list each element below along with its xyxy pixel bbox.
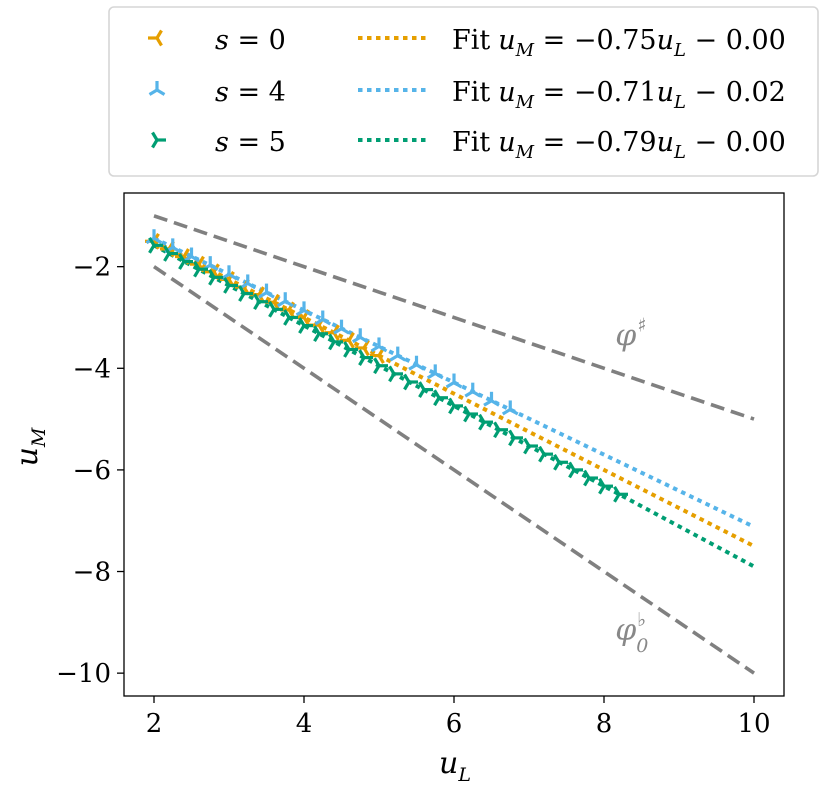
data-point bbox=[295, 301, 313, 317]
data-point bbox=[388, 365, 403, 383]
data-point bbox=[163, 245, 178, 262]
x-tick-label: 2 bbox=[146, 709, 163, 739]
data-point bbox=[433, 389, 448, 407]
y-tick-label: −2 bbox=[73, 253, 111, 283]
fit-line-s5 bbox=[153, 243, 755, 569]
data-point bbox=[358, 349, 373, 366]
reference-line-phi-sharp bbox=[153, 214, 755, 421]
data-point bbox=[373, 357, 388, 375]
data-point bbox=[239, 274, 257, 290]
data-point bbox=[493, 421, 508, 439]
legend-marker bbox=[148, 81, 166, 96]
legend-marker bbox=[151, 131, 166, 149]
data-point bbox=[258, 283, 275, 299]
legend-fit-label: Fit uM = −0.79uL − 0.00 bbox=[452, 127, 786, 163]
x-tick-label: 8 bbox=[596, 709, 613, 739]
plot-area: φ♯ φ♭ 0 2 4 6 8 10 −2 −4 −6 −8 −10 bbox=[56, 192, 785, 739]
data-point bbox=[448, 397, 463, 415]
legend-label: s = 4 bbox=[215, 77, 286, 108]
legend-frame bbox=[108, 6, 819, 177]
series-s4 bbox=[145, 229, 519, 416]
y-tick-label: −8 bbox=[73, 558, 111, 588]
data-point bbox=[313, 325, 328, 343]
legend-item-s0: s = 0 Fit uM = −0.75uL − 0.00 bbox=[148, 25, 786, 61]
y-tick-label: −6 bbox=[73, 456, 111, 486]
data-point bbox=[208, 269, 223, 286]
y-tick-label: −10 bbox=[56, 659, 111, 689]
data-point bbox=[426, 364, 444, 380]
data-point bbox=[418, 381, 433, 398]
fit-line-s0 bbox=[153, 239, 755, 548]
data-point bbox=[178, 253, 193, 270]
data-point bbox=[389, 346, 407, 362]
data-point bbox=[403, 373, 418, 391]
data-point bbox=[193, 260, 208, 278]
data-point bbox=[351, 328, 369, 344]
data-point bbox=[613, 485, 628, 503]
data-point bbox=[283, 309, 298, 326]
reference-line-phi-flat bbox=[152, 265, 756, 675]
data-point bbox=[508, 429, 523, 447]
data-point bbox=[598, 477, 613, 495]
data-point bbox=[568, 461, 583, 479]
legend-item-s5: s = 5 Fit uM = −0.79uL − 0.00 bbox=[151, 127, 786, 163]
data-point bbox=[445, 373, 463, 389]
data-point bbox=[501, 400, 519, 416]
data-point bbox=[314, 310, 332, 326]
x-tick-label: 10 bbox=[737, 709, 770, 739]
legend-label: s = 0 bbox=[215, 25, 286, 56]
data-point bbox=[463, 405, 478, 423]
legend-marker bbox=[148, 29, 163, 47]
data-point bbox=[553, 453, 568, 471]
axes-frame bbox=[123, 192, 785, 697]
data-point bbox=[523, 437, 538, 455]
data-point bbox=[478, 413, 493, 431]
data-point bbox=[148, 237, 163, 254]
annotation-phi-flat: φ♭ 0 bbox=[615, 609, 648, 657]
legend: s = 0 Fit uM = −0.75uL − 0.00 s = 4 Fit uM = … bbox=[108, 6, 819, 177]
data-point bbox=[583, 469, 598, 487]
series-s5 bbox=[148, 237, 628, 503]
annotation-phi-sharp: φ♯ bbox=[615, 314, 646, 353]
data-point bbox=[408, 355, 425, 371]
y-tick-label: −4 bbox=[73, 354, 111, 384]
data-point bbox=[464, 382, 482, 398]
data-point bbox=[343, 341, 358, 358]
legend-item-s4: s = 4 Fit uM = −0.71uL − 0.02 bbox=[148, 77, 786, 113]
data-point bbox=[238, 285, 253, 302]
data-point bbox=[253, 293, 268, 311]
data-point bbox=[276, 292, 294, 308]
data-point bbox=[223, 277, 238, 294]
data-point bbox=[333, 319, 350, 335]
legend-label: s = 5 bbox=[215, 127, 286, 158]
x-tick-label: 6 bbox=[446, 709, 463, 739]
legend-fit-label: Fit uM = −0.71uL − 0.02 bbox=[452, 77, 786, 113]
legend-fit-label: Fit uM = −0.75uL − 0.00 bbox=[452, 25, 786, 61]
x-tick-label: 4 bbox=[296, 709, 313, 739]
x-axis-label: uL bbox=[439, 746, 471, 786]
data-point bbox=[328, 333, 343, 351]
data-point bbox=[298, 317, 313, 334]
data-point bbox=[370, 337, 388, 353]
data-point bbox=[538, 445, 553, 463]
y-axis-label: uM bbox=[10, 427, 50, 466]
data-point bbox=[268, 301, 283, 318]
data-point bbox=[483, 391, 500, 407]
